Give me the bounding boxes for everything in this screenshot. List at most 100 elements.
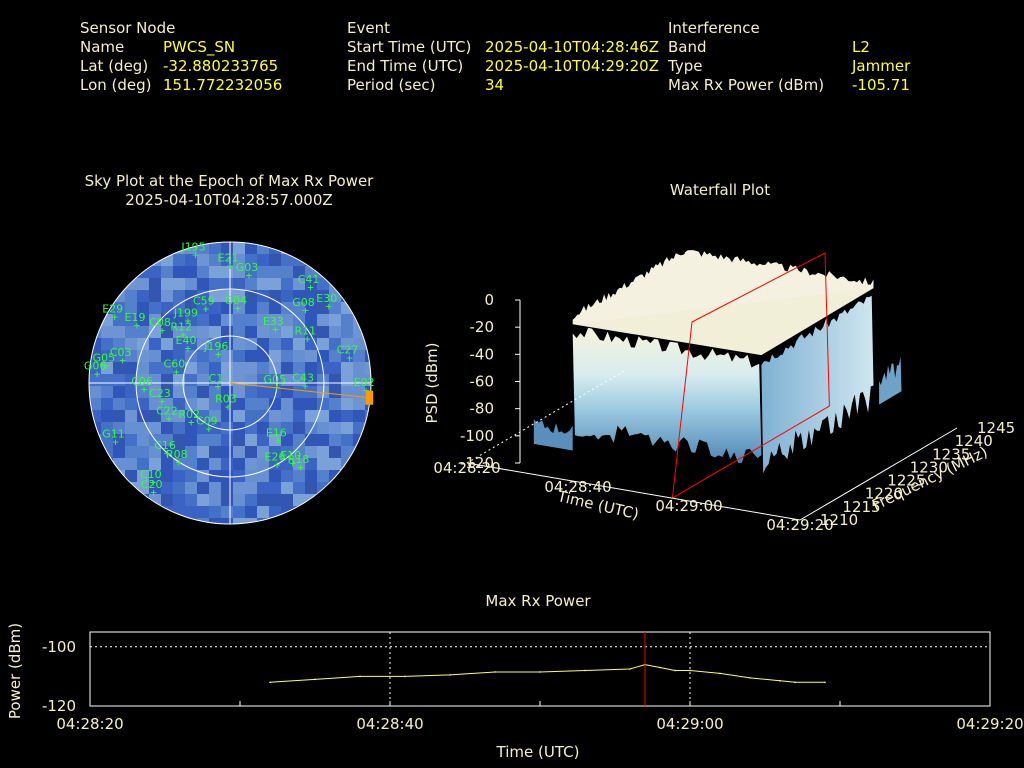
sky-heatmap-cell bbox=[149, 290, 162, 303]
sky-heatmap-cell bbox=[281, 434, 294, 447]
sky-plot-epoch: 2025-04-10T04:28:57.000Z bbox=[125, 191, 332, 209]
satellite-label: E19 bbox=[125, 311, 146, 324]
satellite-marker: + bbox=[119, 354, 126, 367]
sky-heatmap-cell bbox=[269, 482, 282, 495]
sky-heatmap-cell bbox=[173, 290, 186, 303]
sky-heatmap-cell bbox=[185, 482, 198, 495]
sky-heatmap-cell bbox=[173, 254, 186, 267]
freq-tick-label: 1215 bbox=[842, 498, 880, 516]
sky-heatmap-cell bbox=[125, 314, 138, 327]
satellite-label: C1 bbox=[209, 372, 224, 385]
event-heading: Event bbox=[347, 19, 390, 37]
satellite-label: E02 bbox=[354, 376, 375, 389]
sky-heatmap-cell bbox=[281, 290, 294, 303]
waterfall-plateau-edge bbox=[572, 250, 874, 325]
satellite-marker: + bbox=[215, 380, 222, 393]
max-power-point bbox=[269, 681, 271, 684]
sky-heatmap-cell bbox=[341, 314, 354, 327]
sky-heatmap-cell bbox=[209, 302, 222, 315]
sky-heatmap-cell bbox=[113, 338, 126, 351]
sky-heatmap-cell bbox=[257, 266, 270, 279]
sky-heatmap-cell bbox=[185, 266, 198, 279]
sky-heatmap-cell bbox=[269, 410, 282, 423]
sky-heatmap-cell bbox=[197, 458, 210, 471]
sky-heatmap-cell bbox=[245, 410, 258, 423]
sky-heatmap-cell bbox=[197, 422, 210, 435]
sky-heatmap-cell bbox=[173, 494, 186, 507]
max-power-xlabel: Time (UTC) bbox=[496, 743, 580, 761]
sky-heatmap-cell bbox=[137, 362, 150, 375]
satellite-marker: + bbox=[297, 461, 304, 474]
sky-heatmap-cell bbox=[353, 398, 366, 411]
freq-tick-label: 1210 bbox=[820, 511, 858, 529]
satellite-marker: + bbox=[103, 360, 110, 373]
sky-heatmap-cell bbox=[257, 434, 270, 447]
event-end-value: 2025-04-10T04:29:20Z bbox=[485, 57, 659, 75]
sky-heatmap-cell bbox=[353, 350, 366, 363]
sky-heatmap-cell bbox=[185, 362, 198, 375]
sky-heatmap-cell bbox=[353, 410, 366, 423]
sky-heatmap-cell bbox=[245, 302, 258, 315]
satellite-marker: + bbox=[185, 315, 192, 328]
sky-heatmap-cell bbox=[281, 494, 294, 507]
sky-heatmap-cell bbox=[257, 254, 270, 267]
sky-heatmap-cell bbox=[257, 446, 270, 459]
interference-bearing-line bbox=[229, 382, 371, 399]
sky-heatmap-cell bbox=[173, 458, 186, 471]
sky-heatmap-cell bbox=[245, 518, 258, 524]
sky-heatmap-cell bbox=[173, 398, 186, 411]
sky-heatmap-cell bbox=[161, 314, 174, 327]
satellite-label: C20 bbox=[141, 478, 163, 491]
sky-heatmap-cell bbox=[257, 362, 270, 375]
event-end-label: End Time (UTC) bbox=[347, 57, 464, 75]
sky-heatmap-cell bbox=[149, 278, 162, 291]
interference-band-label: Band bbox=[668, 38, 707, 56]
sky-heatmap-cell bbox=[209, 338, 222, 351]
max-power-series-line bbox=[269, 664, 825, 683]
satellite-marker: + bbox=[302, 380, 309, 393]
z-tick-label: -80 bbox=[470, 400, 495, 418]
sky-heatmap-cell bbox=[245, 482, 258, 495]
sensor-name-value: PWCS_SN bbox=[163, 38, 236, 56]
satellite-label: G05 bbox=[93, 352, 116, 365]
sky-heatmap-cell bbox=[233, 242, 246, 255]
sky-heatmap-cell bbox=[161, 398, 174, 411]
sky-heatmap-cell bbox=[173, 482, 186, 495]
max-power-point bbox=[359, 675, 361, 678]
sky-heatmap-cell bbox=[197, 350, 210, 363]
y-tick-label: -100 bbox=[42, 638, 76, 656]
z-tick-label: -40 bbox=[470, 345, 495, 363]
sky-heatmap-cell bbox=[305, 434, 318, 447]
sky-heatmap-cell bbox=[329, 458, 342, 471]
sky-heatmap-cell bbox=[281, 482, 294, 495]
sky-heatmap-cell bbox=[233, 410, 246, 423]
sky-heatmap-cell bbox=[161, 362, 174, 375]
sky-heatmap-cell bbox=[221, 518, 234, 524]
interference-power-label: Max Rx Power (dBm) bbox=[668, 76, 825, 94]
sky-heatmap-cell bbox=[269, 386, 282, 399]
sky-heatmap-cell bbox=[209, 422, 222, 435]
satellite-label: J196 bbox=[203, 340, 228, 353]
satellite-marker: + bbox=[325, 300, 332, 313]
sky-heatmap-cell bbox=[209, 434, 222, 447]
sky-heatmap-cell bbox=[185, 278, 198, 291]
satellite-label: C16 bbox=[154, 439, 176, 452]
sky-heatmap-cell bbox=[125, 362, 138, 375]
sky-heatmap-cell bbox=[365, 362, 371, 375]
sky-heatmap-cell bbox=[197, 482, 210, 495]
sky-heatmap-cell bbox=[149, 458, 162, 471]
satellite-marker: + bbox=[150, 476, 157, 489]
max-power-point bbox=[674, 669, 676, 672]
sky-heatmap-cell bbox=[341, 410, 354, 423]
sky-heatmap-cell bbox=[161, 278, 174, 291]
sky-heatmap-cell bbox=[197, 494, 210, 507]
sky-heatmap-cell bbox=[101, 398, 114, 411]
sky-heatmap-cell bbox=[113, 434, 126, 447]
sensor-lon-value: 151.772232056 bbox=[163, 76, 283, 94]
sky-heatmap-cell bbox=[233, 434, 246, 447]
sky-heatmap-cell bbox=[269, 470, 282, 483]
satellite-label: R08 bbox=[166, 448, 188, 461]
max-power-title: Max Rx Power bbox=[485, 592, 591, 610]
